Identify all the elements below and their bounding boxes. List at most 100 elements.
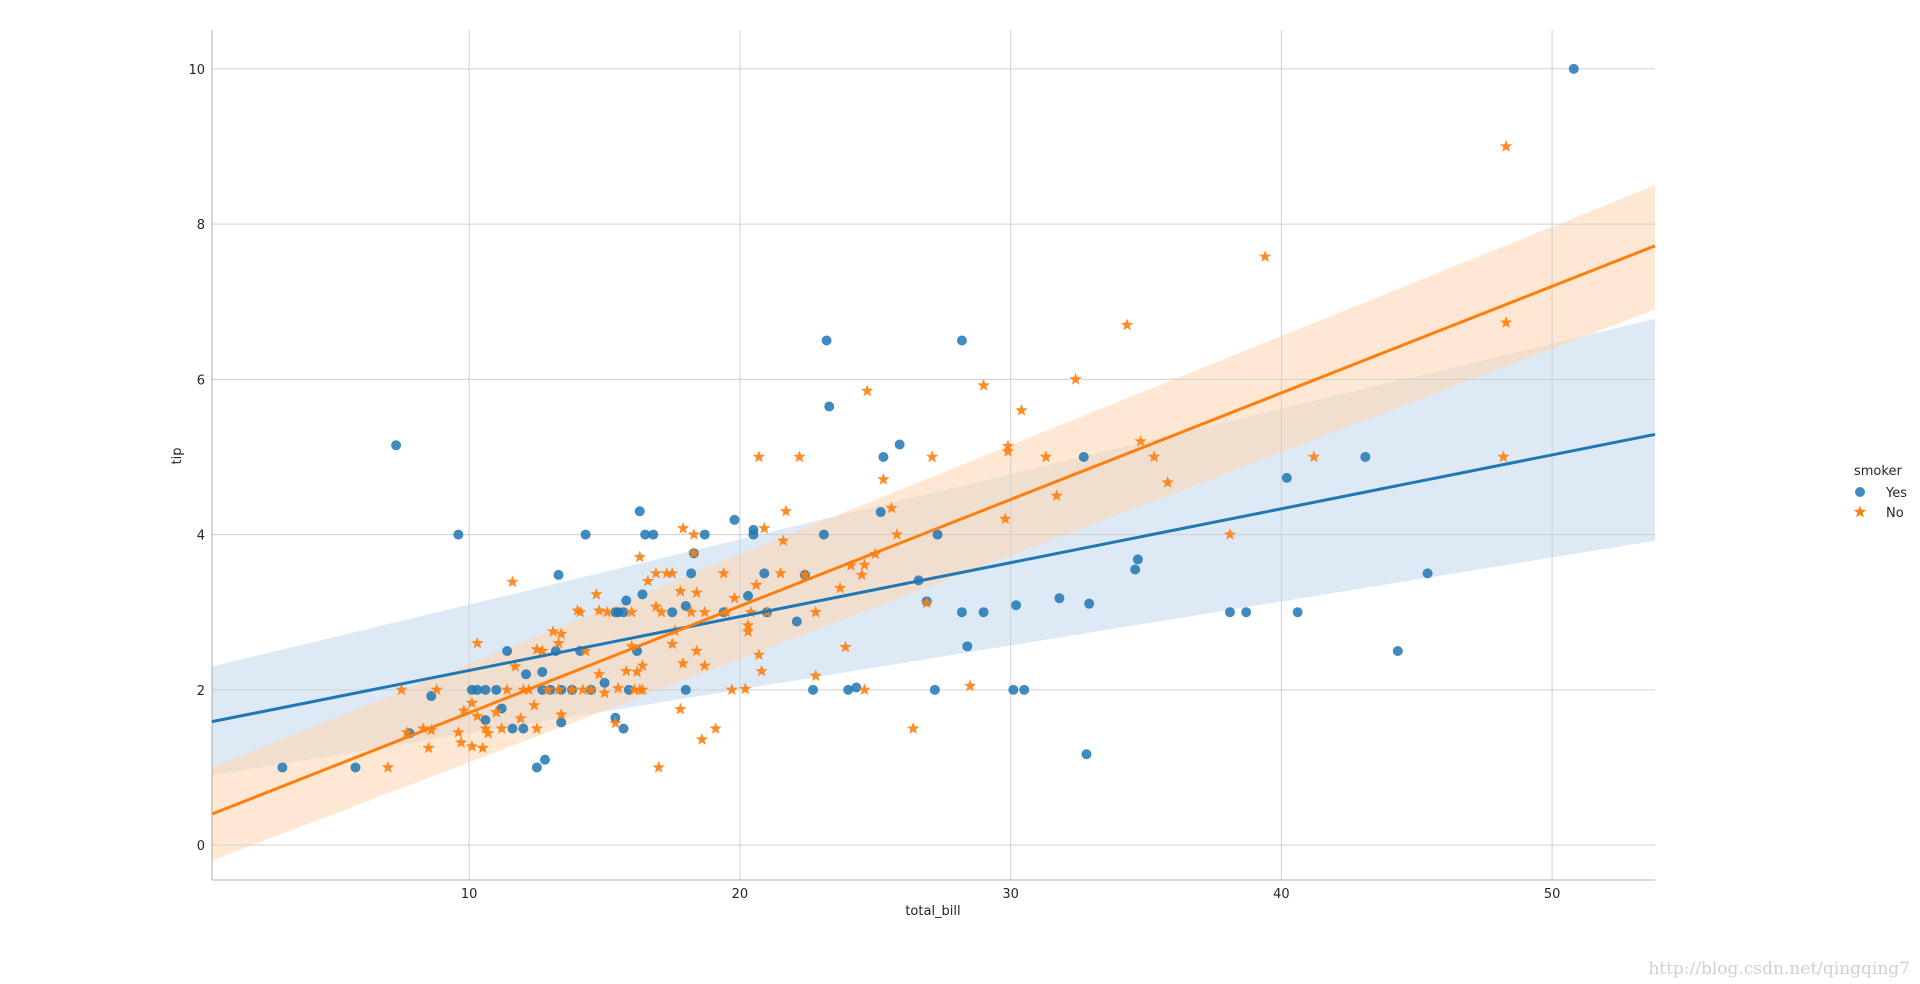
- legend: smoker Yes No: [1853, 464, 1907, 521]
- watermark: http://blog.csdn.net/qingqing7: [1648, 959, 1910, 979]
- data-point-yes: [648, 529, 659, 540]
- data-point-yes: [686, 568, 697, 579]
- data-point-yes: [978, 607, 989, 618]
- x-tick-label: 40: [1273, 887, 1290, 902]
- data-point-no: [571, 604, 584, 616]
- tick-labels: 10 20 30 40 50 0 2 4 6 8 10: [188, 63, 1560, 902]
- legend-marker-no: [1853, 505, 1867, 518]
- y-tick-label: 8: [197, 218, 205, 233]
- x-tick-label: 10: [461, 887, 478, 902]
- data-point-no: [509, 660, 522, 672]
- regression-line-yes: [211, 432, 1656, 724]
- data-point-no: [698, 605, 711, 618]
- data-point-no: [530, 722, 544, 734]
- data-point-yes: [480, 684, 491, 695]
- data-point-no: [565, 683, 579, 696]
- data-point-yes: [748, 529, 759, 540]
- data-point-no: [858, 683, 871, 696]
- data-point-yes: [621, 595, 632, 606]
- data-point-no: [963, 679, 977, 692]
- data-point-no: [690, 586, 703, 598]
- data-point-yes: [843, 684, 854, 695]
- data-point-no: [695, 733, 709, 745]
- data-point-yes: [1084, 598, 1095, 609]
- y-tick-label: 0: [197, 839, 205, 854]
- data-point-no: [471, 636, 484, 649]
- data-point-no: [506, 575, 519, 588]
- data-point-no: [536, 644, 549, 657]
- data-point-no: [674, 584, 687, 597]
- data-point-no: [999, 512, 1012, 525]
- data-point-no: [1497, 450, 1510, 463]
- data-point-no: [465, 740, 479, 752]
- data-point-yes: [791, 616, 802, 627]
- data-point-no: [660, 566, 673, 579]
- data-point-no: [611, 681, 625, 694]
- data-point-yes: [680, 684, 691, 695]
- data-point-no: [858, 558, 871, 571]
- data-point-no: [636, 659, 649, 671]
- data-point-no: [890, 528, 904, 540]
- data-point-no: [855, 568, 868, 581]
- data-point-no: [744, 605, 757, 618]
- data-point-no: [690, 644, 703, 657]
- data-point-no: [676, 521, 690, 534]
- data-point-yes: [618, 723, 629, 734]
- data-point-no: [798, 568, 812, 581]
- data-point-yes: [1292, 607, 1303, 618]
- data-point-yes: [391, 440, 402, 451]
- data-point-yes: [1568, 63, 1579, 74]
- data-point-no: [609, 716, 622, 729]
- data-point-no: [457, 704, 470, 716]
- data-point-no: [741, 625, 755, 637]
- data-point-no: [593, 667, 606, 680]
- data-point-yes: [1360, 451, 1371, 462]
- legend-label-no: No: [1886, 506, 1904, 521]
- data-point-no: [552, 683, 565, 696]
- data-point-yes: [743, 590, 754, 601]
- data-point-yes: [956, 335, 967, 346]
- x-tick-label: 50: [1544, 887, 1561, 902]
- data-point-no: [552, 636, 565, 649]
- data-point-no: [1307, 450, 1321, 463]
- data-point-yes: [507, 723, 518, 734]
- data-point-no: [1039, 450, 1052, 463]
- data-point-yes: [531, 762, 542, 773]
- data-point-no: [1161, 476, 1174, 488]
- confidence-bands: [212, 185, 1655, 861]
- data-point-no: [471, 709, 484, 722]
- data-point-no: [633, 550, 646, 563]
- data-point-no: [425, 723, 438, 736]
- data-point-no: [546, 625, 560, 637]
- data-point-yes: [518, 723, 529, 734]
- data-point-yes: [1281, 472, 1292, 483]
- data-point-yes: [453, 529, 464, 540]
- data-point-no: [709, 722, 722, 734]
- data-point-no: [833, 581, 847, 594]
- data-point-yes: [1224, 607, 1235, 618]
- data-point-no: [430, 683, 443, 696]
- data-point-no: [479, 722, 492, 734]
- data-point-yes: [808, 684, 819, 695]
- y-tick-label: 4: [197, 529, 205, 544]
- data-point-yes: [680, 600, 691, 611]
- data-point-no: [381, 760, 395, 773]
- data-point-yes: [729, 514, 740, 525]
- data-point-no: [793, 450, 806, 463]
- data-point-yes: [818, 529, 829, 540]
- data-point-no: [598, 686, 611, 699]
- data-point-yes: [1054, 593, 1065, 604]
- data-point-no: [774, 566, 787, 579]
- data-point-no: [636, 683, 649, 696]
- data-point-yes: [277, 762, 288, 773]
- data-point-yes: [824, 401, 835, 412]
- data-point-yes: [1422, 568, 1433, 579]
- data-point-yes: [634, 506, 645, 517]
- data-point-no: [625, 639, 638, 652]
- data-point-no: [400, 726, 414, 738]
- data-point-no: [752, 648, 766, 661]
- data-point-no: [590, 587, 603, 600]
- data-point-no: [579, 644, 592, 657]
- data-point-no: [555, 708, 568, 720]
- data-point-no: [628, 683, 641, 696]
